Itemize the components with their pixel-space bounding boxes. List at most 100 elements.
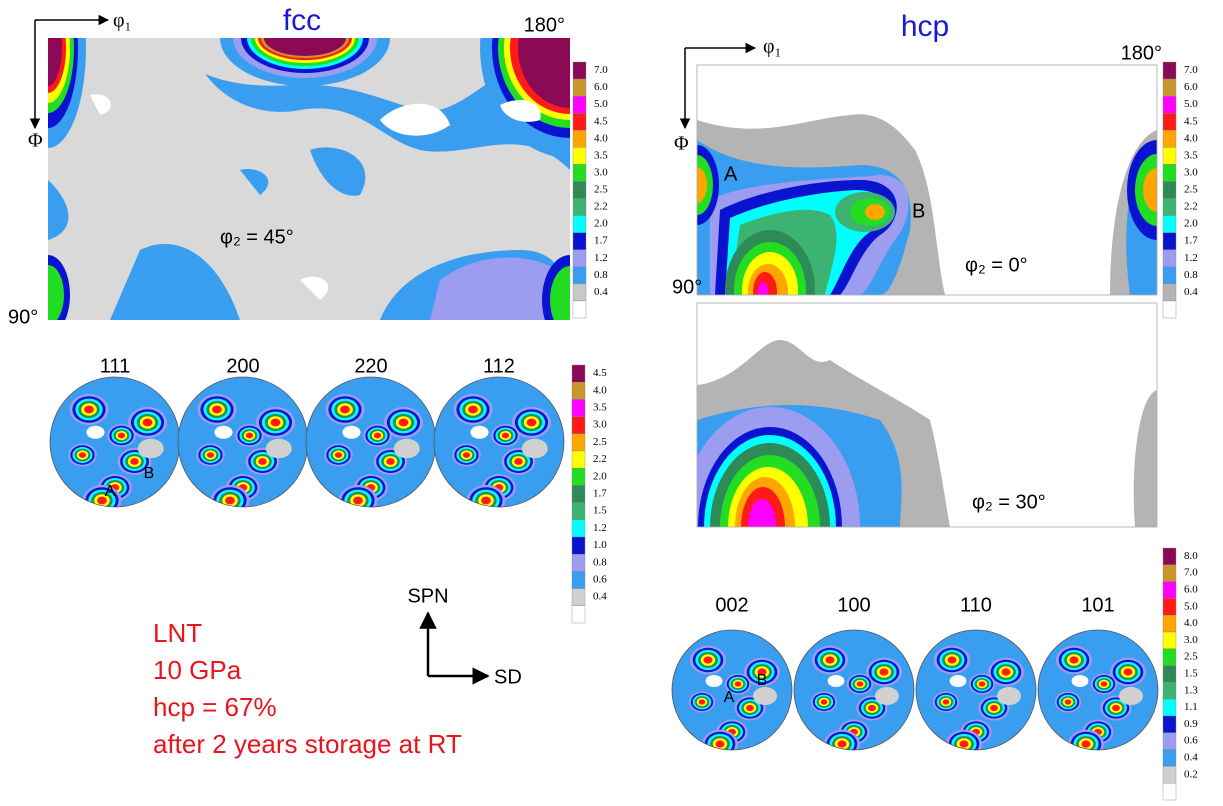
scale-label: 2.0 xyxy=(593,470,607,482)
pf-outline xyxy=(1037,629,1159,751)
scale-label: 0.8 xyxy=(594,269,608,281)
pf-contour xyxy=(1071,675,1089,687)
pf-contour xyxy=(130,458,139,465)
pf-contour xyxy=(875,687,899,705)
pf-label: 002 xyxy=(715,594,748,616)
condition-text: LNT xyxy=(153,618,202,648)
scale-label: 1.5 xyxy=(1184,668,1198,680)
pf-label: 100 xyxy=(837,594,870,616)
pf-contour xyxy=(705,675,723,687)
pf-contour xyxy=(947,656,957,664)
scale-swatch xyxy=(1162,215,1177,233)
pf-contour xyxy=(78,452,87,458)
scale-label: 2.5 xyxy=(1184,651,1198,663)
pf-label: 112 xyxy=(483,355,515,377)
scale-label: 3.0 xyxy=(593,419,607,431)
scale-label: 5.0 xyxy=(1184,600,1198,612)
scale-label: 0.6 xyxy=(593,574,607,586)
scale-label: 0.4 xyxy=(1184,752,1198,764)
scale-label: 1.7 xyxy=(594,235,608,247)
scale-swatch xyxy=(1162,95,1177,114)
pf-label: 220 xyxy=(354,355,387,377)
pf-contour xyxy=(97,496,107,505)
pf-contour xyxy=(978,681,986,687)
scale-swatch xyxy=(1162,181,1177,199)
scale-label: 2.5 xyxy=(594,184,608,196)
pf-contour xyxy=(340,405,350,414)
pf-contour xyxy=(526,418,537,427)
scale-label: 0.8 xyxy=(593,556,607,568)
pf-contour xyxy=(1112,704,1120,712)
marker-label: A xyxy=(105,483,116,500)
pf-contour xyxy=(1123,668,1133,676)
scale-swatch xyxy=(571,554,586,572)
panel-title: fcc xyxy=(283,4,321,37)
scale-swatch xyxy=(571,468,586,486)
scale-label: 6.0 xyxy=(1184,584,1198,596)
pf-outline xyxy=(433,376,565,508)
scale-swatch xyxy=(572,215,587,233)
pf-contour xyxy=(879,668,889,676)
pole-figure xyxy=(672,630,792,750)
pf-contour xyxy=(86,425,105,439)
pf-contour xyxy=(703,656,713,664)
pf-contour xyxy=(270,418,281,427)
scale-swatch xyxy=(1162,783,1177,801)
pf-contour xyxy=(753,687,777,705)
marker-label: A xyxy=(724,689,735,706)
scale-label: 2.2 xyxy=(1184,201,1198,213)
panel-title: hcp xyxy=(901,10,949,43)
pf-contour xyxy=(265,438,292,459)
section-label: φ₂ = 0° xyxy=(965,254,1028,276)
pf-contour xyxy=(398,418,409,427)
scale-swatch xyxy=(572,232,587,250)
pf-contour xyxy=(481,496,491,505)
scale-swatch xyxy=(1162,615,1177,633)
scale-label: 6.0 xyxy=(594,81,608,93)
pf-contour xyxy=(942,699,950,705)
scale-swatch xyxy=(571,605,586,624)
scale-swatch xyxy=(1162,631,1177,649)
pf-contour xyxy=(142,418,153,427)
axis-end-label: 90° xyxy=(8,306,38,328)
pf-contour xyxy=(746,704,754,712)
pf-contour xyxy=(827,675,845,687)
pf-contour xyxy=(734,681,742,687)
pf-contour xyxy=(1064,699,1072,705)
direction-label: SPN xyxy=(407,585,448,607)
pf-contour xyxy=(521,438,548,459)
scale-swatch xyxy=(571,433,586,452)
scale-label: 3.0 xyxy=(1184,634,1198,646)
marker-label: B xyxy=(757,672,768,689)
pf-contour xyxy=(334,452,343,458)
pole-figure xyxy=(1038,630,1158,750)
scale-swatch xyxy=(1162,547,1177,565)
pf-contour xyxy=(84,405,94,414)
axis-end-label: 90° xyxy=(672,276,702,298)
axis-label: Φ xyxy=(28,130,43,152)
scale-label: 0.9 xyxy=(1184,718,1198,730)
scale-label: 2.5 xyxy=(593,436,607,448)
scale-label: 7.0 xyxy=(1184,567,1198,579)
scale-swatch xyxy=(572,78,587,97)
pf-label: 200 xyxy=(226,355,259,377)
pf-contour xyxy=(1119,687,1143,705)
axis-label: φ₁ xyxy=(763,36,782,58)
pf-contour xyxy=(386,458,395,465)
scale-swatch xyxy=(572,95,587,114)
pf-contour xyxy=(514,458,523,465)
scale-label: 3.0 xyxy=(594,166,608,178)
scale-swatch xyxy=(572,249,587,268)
scale-swatch xyxy=(572,266,587,285)
axis-end-label: 180° xyxy=(1121,42,1162,64)
scale-swatch xyxy=(1162,283,1177,302)
scale-swatch xyxy=(571,382,586,400)
scale-label: 1.2 xyxy=(594,252,608,264)
pf-label: 110 xyxy=(960,594,992,616)
scale-swatch xyxy=(572,198,587,216)
pf-contour xyxy=(1069,656,1079,664)
scale-swatch xyxy=(572,300,587,319)
pole-figure xyxy=(50,377,180,507)
scale-swatch xyxy=(1162,78,1177,97)
scale-swatch xyxy=(1162,581,1177,599)
